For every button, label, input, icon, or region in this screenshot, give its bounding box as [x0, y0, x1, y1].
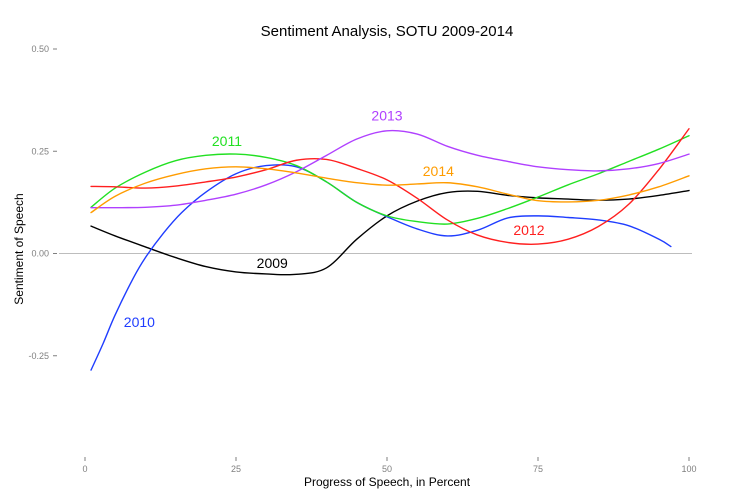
x-tick-label: 0: [82, 464, 87, 474]
axes-layer: 0.50 0.25 0.00 -0.25 0 25 50 75 100: [28, 44, 696, 474]
series-layer: [90, 128, 690, 371]
series-label-2009: 2009: [257, 255, 288, 271]
series-line-2010: [90, 164, 672, 371]
series-line-2009: [90, 189, 690, 276]
y-tick-label: -0.25: [28, 351, 49, 361]
x-tick-label: 50: [382, 464, 392, 474]
y-tick-label: 0.25: [31, 146, 49, 156]
series-line-2011: [90, 135, 690, 225]
x-tick-label: 75: [533, 464, 543, 474]
chart-title: Sentiment Analysis, SOTU 2009-2014: [261, 23, 514, 40]
series-label-2014: 2014: [423, 163, 454, 179]
x-tick-label: 100: [681, 464, 696, 474]
y-tick-label: 0.00: [31, 249, 49, 259]
series-line-2013: [90, 129, 690, 209]
x-tick-label: 25: [231, 464, 241, 474]
label-layer: 2009 2010 2011 2012 2013 2014: [124, 108, 545, 331]
series-line-2012: [90, 128, 690, 245]
y-axis-title: Sentiment of Speech: [12, 193, 26, 304]
series-label-2013: 2013: [371, 108, 402, 124]
series-line-2014: [90, 166, 690, 214]
y-tick-label: 0.50: [31, 44, 49, 54]
x-axis-title: Progress of Speech, in Percent: [304, 475, 471, 489]
series-label-2012: 2012: [513, 222, 544, 238]
series-label-2010: 2010: [124, 314, 155, 330]
series-label-2011: 2011: [212, 133, 242, 149]
